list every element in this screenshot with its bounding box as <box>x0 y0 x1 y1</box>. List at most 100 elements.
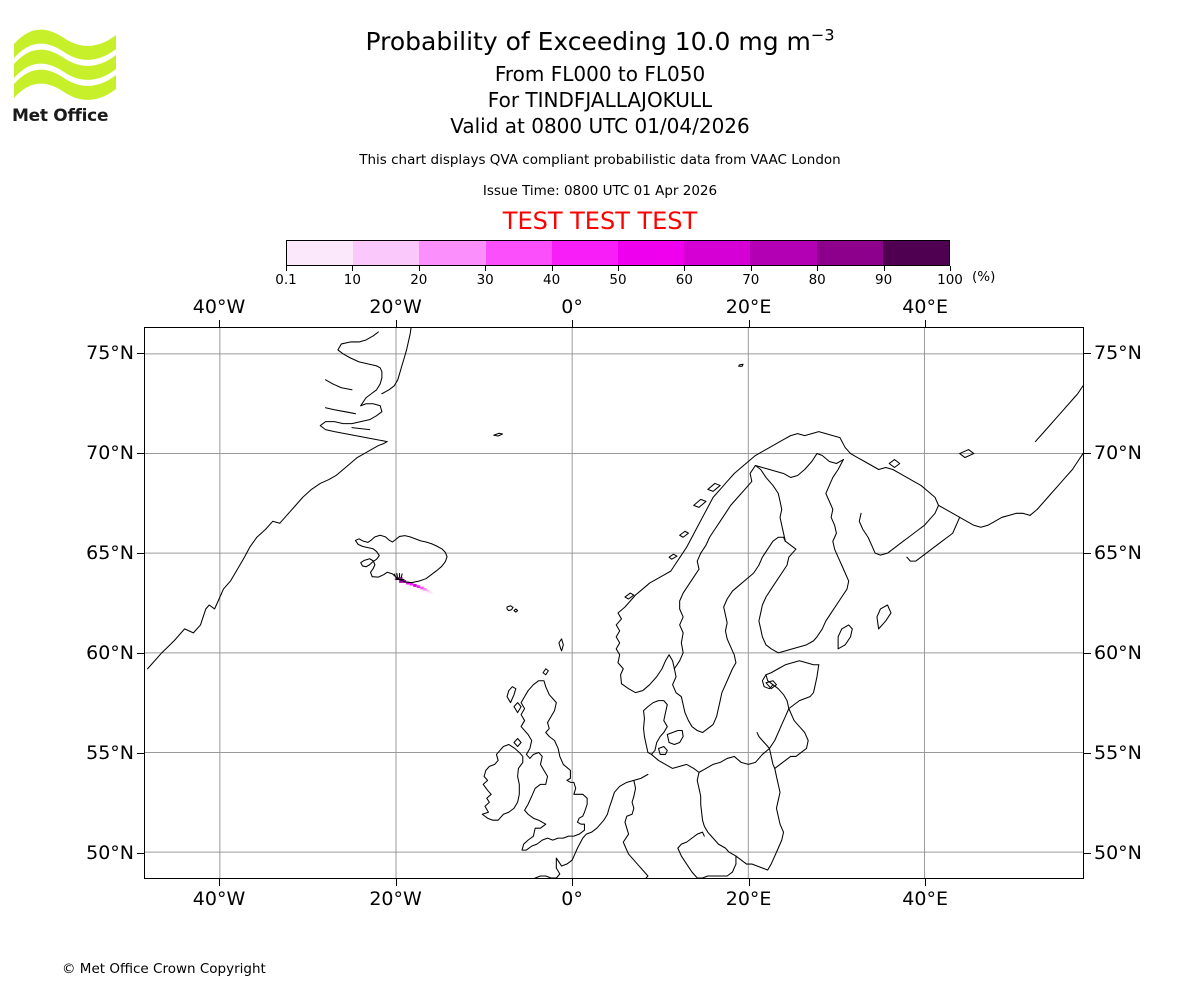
colorbar-units: (%) <box>972 269 996 285</box>
page-title-exponent: −3 <box>810 25 835 45</box>
lon-label-20°W-top: 20°W <box>369 296 422 318</box>
coastline-path-31 <box>849 453 940 556</box>
ash-cell-6 <box>413 584 417 587</box>
coastline-path-46 <box>513 737 522 748</box>
flight-level-range: From FL000 to FL050 <box>494 62 706 86</box>
colorbar-swatch-9 <box>882 241 950 265</box>
coastline-path-16 <box>513 608 519 613</box>
frame-tick-lat <box>1084 453 1091 454</box>
coastline-path-57 <box>677 831 705 849</box>
ash-cell-7 <box>416 585 421 589</box>
coastline-path-34 <box>1029 453 1083 516</box>
lat-label-60°N-right: 60°N <box>1094 642 1142 664</box>
colorbar-tick-label-10: 10 <box>343 272 361 288</box>
colorbar-tick-10 <box>352 266 354 271</box>
coastline-path-38 <box>657 745 668 755</box>
lon-label-40°W-bottom: 40°W <box>192 888 246 910</box>
coastline-path-3 <box>337 331 379 367</box>
colorbar-tick-80 <box>817 266 819 271</box>
coastline-path-58 <box>677 847 737 878</box>
frame-tick-lon <box>748 320 750 327</box>
lon-label-0°-top: 0° <box>561 296 583 318</box>
coastline-path-51 <box>622 779 637 855</box>
coastline-path-56 <box>756 732 770 749</box>
colorbar-tick-40 <box>551 266 553 271</box>
coastline-path-64 <box>888 458 901 469</box>
coastline-path-49 <box>481 743 524 821</box>
ash-cell-2 <box>399 580 403 583</box>
coastline-path-25 <box>620 654 675 694</box>
colorbar-tick-label-70: 70 <box>742 272 760 288</box>
colorbar-tick-70 <box>750 266 752 271</box>
lon-label-20°E-bottom: 20°E <box>725 888 772 910</box>
coastline-path-20 <box>624 592 635 600</box>
lat-label-60°N-left: 60°N <box>86 642 134 664</box>
frame-tick-lat <box>1084 653 1091 654</box>
frame-tick-lat <box>1084 853 1091 854</box>
colorbar-tick-label-90: 90 <box>875 272 893 288</box>
ash-cell-5 <box>409 582 414 586</box>
lat-label-55°N-right: 55°N <box>1094 742 1142 764</box>
coastline-path-19 <box>615 431 852 685</box>
colorbar-tick-label-0.1: 0.1 <box>275 272 297 288</box>
coastline-path-48 <box>558 638 564 652</box>
valid-time: Valid at 0800 UTC 01/04/2026 <box>450 114 750 138</box>
coastline-path-28 <box>754 464 786 542</box>
frame-tick-lat <box>137 353 144 354</box>
frame-tick-lat <box>137 453 144 454</box>
colorbar-tick-label-100: 100 <box>937 272 963 288</box>
frame-tick-lon <box>925 320 927 327</box>
lat-label-50°N-right: 50°N <box>1094 842 1142 864</box>
lon-label-40°E-top: 40°E <box>902 296 948 318</box>
coastline-path-30 <box>758 458 850 654</box>
frame-tick-lon <box>219 879 221 886</box>
met-office-logo: Met Office <box>12 22 120 126</box>
title-block: Probability of Exceeding 10.0 mg m−3 Fro… <box>0 0 1200 235</box>
lat-label-75°N-left: 75°N <box>86 342 134 364</box>
colorbar-tick-label-60: 60 <box>675 272 693 288</box>
frame-tick-lon <box>748 879 750 886</box>
colorbar-tick-90 <box>883 266 885 271</box>
lat-label-70°N-left: 70°N <box>86 442 134 464</box>
coastline-path-42 <box>555 773 649 869</box>
frame-tick-lat <box>137 853 144 854</box>
coastline-path-8 <box>354 534 448 584</box>
frame-tick-lon <box>219 320 221 327</box>
lon-label-40°E-bottom: 40°E <box>902 888 948 910</box>
ash-cell-8 <box>420 586 424 590</box>
colorbar-swatch-3 <box>485 241 552 265</box>
colorbar-swatch-7 <box>750 241 817 265</box>
coastline-path-2 <box>360 365 383 407</box>
colorbar-swatches <box>286 240 950 266</box>
coastline-path-29 <box>754 453 844 478</box>
colorbar-tick-label-80: 80 <box>808 272 826 288</box>
colorbar-swatch-0 <box>287 241 354 265</box>
volcano-name: For TINDFJALLAJOKULL <box>487 88 713 112</box>
colorbar-tick-100 <box>950 266 951 271</box>
coastline-path-41 <box>765 680 777 690</box>
colorbar-swatch-4 <box>551 241 619 265</box>
colorbar-tick-60 <box>684 266 686 271</box>
colorbar-tick-labels: 0.1 10 20 30 40 50 60 70 80 90 100 <box>275 266 963 288</box>
coastline-path-17 <box>493 432 504 437</box>
ash-cell-4 <box>406 581 410 585</box>
frame-tick-lat <box>1084 353 1091 354</box>
graticule <box>145 328 1083 878</box>
page-title: Probability of Exceeding 10.0 mg m−3 <box>0 27 1200 57</box>
frame-tick-lon <box>572 879 574 886</box>
colorbar-tick-20 <box>418 266 420 271</box>
lat-label-55°N-left: 55°N <box>86 742 134 764</box>
colorbar-swatch-6 <box>684 241 751 265</box>
map-plot-area <box>144 327 1084 879</box>
lon-label-20°W-bottom: 20°W <box>369 888 422 910</box>
coastline-path-32 <box>937 504 1031 528</box>
issue-time: Issue Time: 0800 UTC 01 Apr 2026 <box>482 183 718 199</box>
coastline-path-7 <box>351 427 371 431</box>
colorbar-tick-30 <box>485 266 487 271</box>
coastline-path-12 <box>400 573 403 579</box>
frame-tick-lon <box>572 320 574 327</box>
coastline-path-33 <box>906 516 961 562</box>
colorbar-tick-label-50: 50 <box>609 272 627 288</box>
frame-tick-lat <box>1084 553 1091 554</box>
coastline-path-35 <box>1034 385 1083 443</box>
